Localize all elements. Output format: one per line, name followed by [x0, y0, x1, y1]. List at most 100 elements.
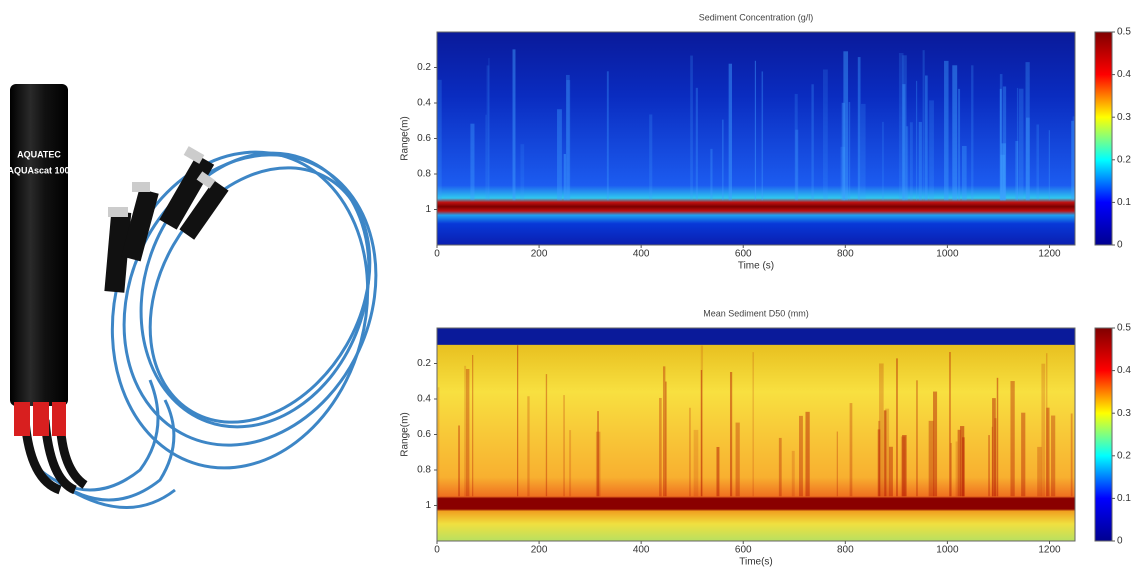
- heatmap-streak: [910, 122, 913, 200]
- heatmap-streak: [960, 426, 964, 496]
- heatmap-streak: [1046, 353, 1047, 496]
- x-tick-label: 1000: [936, 545, 959, 556]
- colorbar-tick-label: 0: [1117, 240, 1123, 251]
- heatmap-streak: [929, 421, 934, 496]
- heatmap-streak: [437, 80, 442, 200]
- heatmap-streak: [811, 84, 813, 200]
- heatmap-streak: [464, 366, 466, 496]
- heatmap-streak: [563, 395, 564, 496]
- x-tick-label: 600: [735, 249, 752, 260]
- y-axis-label: Range(m): [400, 116, 411, 160]
- colorbar-tick-label: 0.3: [1117, 408, 1131, 419]
- heatmap-streak: [564, 154, 566, 200]
- heatmap-streak: [520, 144, 524, 200]
- heatmap-streak: [952, 65, 957, 200]
- heatmap-streak: [649, 114, 652, 200]
- colorbar-tick-label: 0.4: [1117, 69, 1131, 80]
- heatmap-streak: [878, 421, 880, 496]
- device-model: AQUAscat 1000: [7, 165, 74, 175]
- figure: AQUATEC AQUAscat 1000 0 200 400 600 800 1000 1…: [0, 0, 1132, 567]
- x-tick-label: 200: [531, 545, 548, 556]
- heatmap-streak: [596, 432, 600, 497]
- heatmap-streak: [837, 432, 838, 497]
- x-tick-label: 0: [434, 249, 440, 260]
- heatmap-image: [437, 328, 1075, 541]
- y-tick-label: 0.8: [417, 169, 431, 180]
- heatmap-streak: [1071, 121, 1074, 200]
- colorbar-tick-label: 0.5: [1117, 27, 1131, 38]
- heatmap-streak: [1037, 447, 1041, 496]
- heatmap-streak: [779, 438, 782, 496]
- heatmap-streak: [899, 53, 904, 200]
- colorbar-tick-label: 0.3: [1117, 112, 1131, 123]
- heatmap-streak: [1000, 74, 1003, 200]
- heatmap-streak: [472, 355, 473, 496]
- heatmap-streak: [795, 130, 798, 201]
- heatmap-streak: [466, 369, 469, 496]
- heatmap-streak: [916, 380, 918, 496]
- heatmap-streak: [1010, 381, 1014, 496]
- heatmap-streak: [858, 57, 861, 200]
- heatmap-streak: [962, 146, 967, 200]
- heatmap-streak: [438, 387, 440, 496]
- heatmap-streak: [701, 370, 702, 496]
- x-axis-label: Time(s): [739, 557, 773, 567]
- device-brand: AQUATEC: [17, 149, 61, 159]
- chart-title: Mean Sediment D50 (mm): [703, 308, 809, 318]
- heatmap-streak: [1049, 130, 1050, 200]
- x-tick-label: 200: [531, 249, 548, 260]
- y-tick-label: 0.6: [417, 429, 431, 440]
- colorbar-tick-label: 0.2: [1117, 154, 1131, 165]
- y-axis-label: Range(m): [400, 412, 411, 456]
- heatmap-streak: [690, 56, 693, 201]
- heatmap-streak: [988, 435, 990, 496]
- heatmap-streak: [557, 109, 562, 200]
- x-tick-label: 1000: [936, 249, 959, 260]
- heatmap-streak: [716, 447, 719, 496]
- x-tick-label: 400: [633, 249, 650, 260]
- heatmap-streak: [689, 408, 691, 496]
- x-tick-label: 800: [837, 249, 854, 260]
- heatmap-streak: [925, 75, 928, 200]
- heatmap-streak: [1041, 364, 1045, 497]
- heatmap-streak: [1051, 416, 1055, 497]
- heatmap-streak: [1071, 414, 1073, 497]
- device-photo: AQUATEC AQUAscat 1000: [7, 84, 422, 508]
- heatmap-streak: [849, 102, 851, 200]
- heatmap-streak: [488, 58, 489, 200]
- heatmap-streak: [470, 124, 474, 201]
- colorbar: [1095, 32, 1112, 245]
- heatmap-streak: [517, 345, 518, 496]
- heatmap-streak: [792, 451, 795, 496]
- heatmap-streak: [884, 410, 887, 496]
- heatmap-streak: [1026, 118, 1030, 201]
- heatmap-streak: [663, 366, 665, 496]
- heatmap-streak: [607, 71, 609, 200]
- heatmap-streak: [901, 436, 906, 496]
- y-tick-label: 0.6: [417, 133, 431, 144]
- heatmap-streak: [956, 441, 958, 496]
- heatmap-streak: [546, 374, 547, 496]
- heatmap-streak: [944, 61, 949, 200]
- heatmap-streak: [933, 392, 937, 497]
- heatmap-streak: [569, 430, 571, 496]
- heatmap-streak: [1015, 141, 1018, 200]
- heatmap-streak: [889, 447, 893, 497]
- heatmap-streak: [958, 89, 960, 200]
- heatmap-streak: [486, 115, 487, 201]
- heatmap-streak: [527, 396, 529, 496]
- y-tick-label: 0.2: [417, 358, 431, 369]
- heatmap-streak: [850, 403, 853, 496]
- colorbar-tick-label: 0.5: [1117, 323, 1131, 334]
- heatmap-image: [437, 32, 1075, 245]
- heatmap-streak: [696, 88, 698, 200]
- heatmap-streak: [906, 126, 908, 200]
- heatmap-streak: [722, 120, 724, 201]
- heatmap-streak: [1019, 89, 1024, 201]
- heatmap-streak: [752, 352, 753, 496]
- x-tick-label: 1200: [1038, 249, 1061, 260]
- heatmap-streak: [923, 50, 925, 200]
- heatmap-streak: [736, 423, 740, 497]
- x-axis-label: Time (s): [738, 261, 774, 272]
- x-tick-label: 800: [837, 545, 854, 556]
